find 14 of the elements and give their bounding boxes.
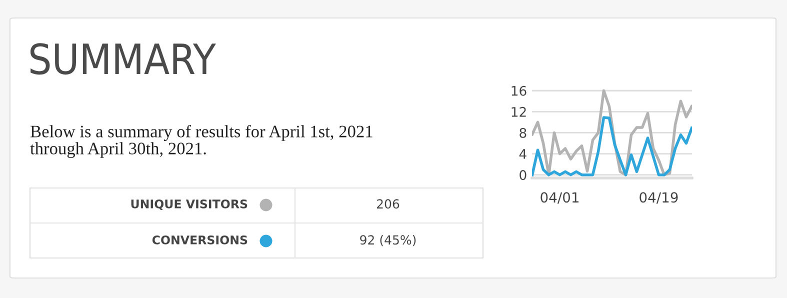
y-tick-label: 16 [512,86,526,96]
y-tick-label: 12 [512,106,526,117]
y-tick-label: 0 [520,170,526,180]
legend-label: UNIQUE VISITORS [131,199,248,210]
text: 92 (45%) [360,234,416,246]
x-tick-label: 04/01 [540,192,578,204]
legend-label: CONVERSIONS [152,235,248,244]
x-tick-label: 04/19 [640,192,678,204]
text: Below is a summary of results for April 1st, 2021 through April 30th, 2021. [30,125,372,158]
y-tick-label: 4 [519,149,526,159]
text: 206 [376,199,400,209]
text: SUMMARY [30,43,216,75]
line-series [532,116,692,176]
y-tick-label: 8 [520,128,526,138]
